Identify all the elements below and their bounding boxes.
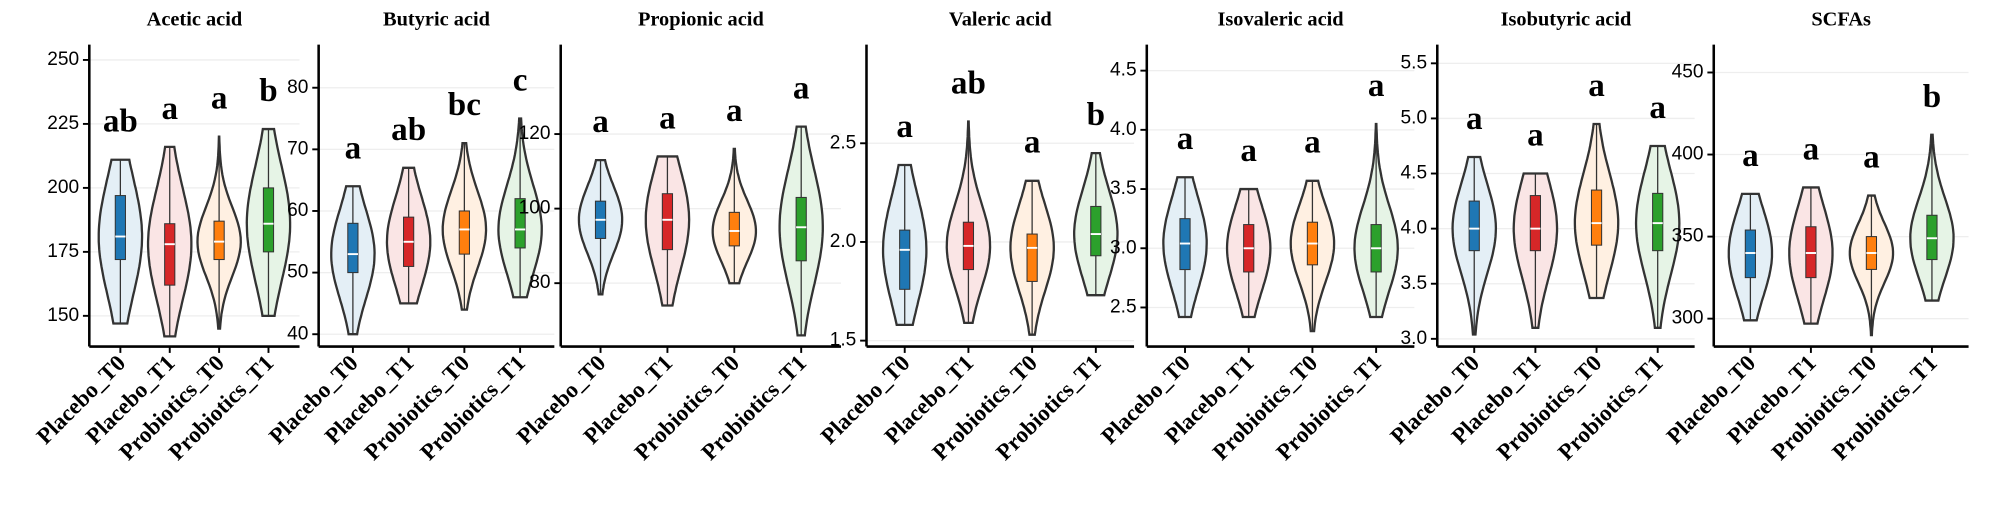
y-tick-label: 225 [47, 113, 79, 134]
box [262, 187, 275, 253]
chart-title: Valeric acid [949, 8, 1052, 30]
y-tick-label: 450 [1672, 62, 1704, 83]
chart-title: Isobutyric acid [1501, 8, 1632, 30]
significance-letter: ab [103, 103, 138, 140]
significance-letter: a [211, 80, 228, 117]
y-tick-label: 3.5 [1401, 273, 1428, 294]
significance-letter: a [592, 103, 609, 140]
significance-letter: a [1527, 117, 1544, 154]
box [213, 220, 225, 261]
significance-letter: a [345, 129, 362, 166]
y-tick-label: 4.5 [1401, 163, 1428, 184]
y-tick-label: 200 [47, 177, 79, 198]
box [1590, 189, 1603, 246]
box [347, 222, 359, 274]
box [1652, 192, 1664, 252]
box [795, 196, 807, 262]
box [114, 195, 126, 261]
y-tick-label: 4.0 [1110, 119, 1137, 140]
y-tick-label: 70 [287, 138, 308, 159]
box [1468, 200, 1480, 252]
y-tick-label: 120 [519, 123, 551, 144]
significance-letter: a [1304, 124, 1321, 161]
y-tick-label: 400 [1672, 144, 1704, 165]
significance-letter: c [513, 62, 528, 99]
y-tick-label: 3.5 [1110, 178, 1137, 199]
box [1026, 233, 1038, 282]
significance-letter: a [161, 90, 178, 127]
x-tick-label: Probiotics_T0 [1767, 350, 1882, 465]
y-tick-label: 50 [287, 262, 308, 283]
y-tick-label: 80 [529, 272, 550, 293]
significance-letter: a [1863, 139, 1880, 176]
significance-letter: b [259, 72, 277, 109]
box [661, 193, 674, 251]
significance-letter: b [1087, 96, 1105, 133]
significance-letter: a [1803, 130, 1820, 167]
box [1090, 205, 1102, 257]
y-tick-label: 350 [1672, 226, 1704, 247]
y-tick-label: 60 [287, 200, 308, 221]
y-tick-label: 300 [1672, 308, 1704, 329]
chart-title: Isovaleric acid [1217, 8, 1344, 30]
box [899, 229, 911, 290]
significance-letter: a [1368, 67, 1385, 104]
chart-title: Butyric acid [383, 8, 491, 30]
significance-letter: a [659, 99, 676, 136]
y-tick-label: 4.5 [1110, 60, 1137, 81]
y-tick-label: 5.0 [1401, 107, 1428, 128]
y-tick-label: 40 [287, 323, 308, 344]
chart-title: SCFAs [1811, 8, 1871, 30]
significance-letter: ab [391, 111, 426, 148]
significance-letter: a [726, 92, 743, 129]
y-tick-label: 2.5 [1110, 297, 1137, 318]
box [164, 223, 176, 286]
y-tick-label: 1.5 [830, 330, 857, 351]
significance-letter: ab [951, 65, 986, 102]
significance-letter: b [1923, 78, 1941, 115]
x-tick-label: Probiotics_T1 [1827, 350, 1942, 465]
box [728, 211, 740, 247]
box [458, 210, 470, 255]
significance-letter: a [1588, 67, 1605, 104]
y-tick-label: 80 [287, 77, 308, 98]
y-tick-label: 250 [47, 49, 79, 70]
box [514, 198, 526, 249]
significance-letter: a [1177, 120, 1194, 157]
significance-letter: a [1240, 132, 1257, 169]
y-tick-label: 175 [47, 241, 79, 262]
significance-letter: a [1466, 100, 1483, 137]
significance-letter: a [1742, 137, 1759, 174]
y-tick-label: 2.5 [830, 132, 857, 153]
significance-letter: a [1024, 124, 1041, 161]
box [1529, 195, 1541, 252]
y-tick-label: 3.0 [1110, 237, 1137, 258]
significance-letter: a [896, 108, 913, 145]
y-tick-label: 2.0 [830, 231, 857, 252]
y-tick-label: 3.0 [1401, 328, 1428, 349]
significance-letter: a [793, 70, 810, 107]
significance-letter: a [1649, 89, 1666, 126]
y-tick-label: 150 [47, 305, 79, 326]
y-tick-label: 4.0 [1401, 218, 1428, 239]
y-tick-label: 100 [519, 198, 551, 219]
significance-letter: bc [448, 86, 481, 123]
chart-title: Acetic acid [147, 8, 243, 30]
chart-title: Propionic acid [638, 8, 765, 30]
y-tick-label: 5.5 [1401, 52, 1428, 73]
